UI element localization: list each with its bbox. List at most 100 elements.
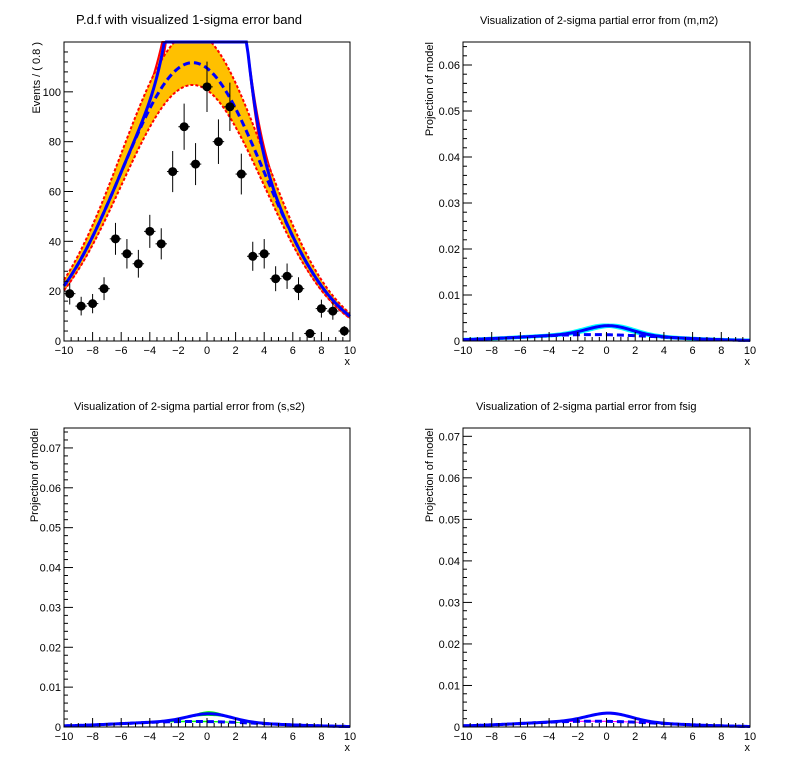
x-axis-ticks: −10 −8 −6 −4 −2 0 2 4 6 8 10 xyxy=(454,332,756,357)
x-tick-label: −2 xyxy=(172,345,185,357)
y-tick-label: 0.06 xyxy=(40,483,61,495)
panel-title: Visualization of 2-sigma partial error f… xyxy=(476,401,697,413)
x-tick-label: 8 xyxy=(318,345,324,357)
x-tick-label: 6 xyxy=(290,345,296,357)
y-axis-label: Projection of model xyxy=(424,428,436,522)
y-axis-label: Events / ( 0.8 ) xyxy=(31,42,43,114)
data-point-marker xyxy=(328,306,338,316)
x-tick-label: 8 xyxy=(318,731,324,743)
x-tick-label: −8 xyxy=(485,345,498,357)
data-point-marker xyxy=(294,284,304,294)
data-point xyxy=(109,222,122,255)
y-tick-label: 0.03 xyxy=(439,198,460,210)
data-point xyxy=(269,266,282,292)
x-tick-label: −6 xyxy=(514,345,527,357)
y-tick-label: 0.04 xyxy=(439,152,460,164)
panel-error-s-s2: Visualization of 2-sigma partial error f… xyxy=(29,401,356,754)
y-tick-label: 40 xyxy=(49,236,61,248)
x-axis-label: x xyxy=(745,356,751,368)
y-axis-ticks: 0 20 40 60 80 100 xyxy=(43,51,73,348)
y-tick-label: 0.05 xyxy=(40,523,61,535)
data-point-marker xyxy=(248,251,258,261)
data-point xyxy=(315,299,328,318)
data-point xyxy=(98,277,110,301)
x-axis-label: x xyxy=(345,356,351,368)
y-axis-label: Projection of model xyxy=(29,428,41,522)
x-tick-label: 4 xyxy=(661,345,667,357)
plot-frame xyxy=(462,41,751,342)
error-band-area xyxy=(64,42,350,319)
x-tick-label: −6 xyxy=(115,731,128,743)
x-tick-label: 10 xyxy=(344,731,356,743)
data-point-marker xyxy=(76,301,86,311)
x-tick-label: 10 xyxy=(744,731,756,743)
x-tick-label: −2 xyxy=(572,731,585,743)
x-tick-label: −10 xyxy=(454,731,473,743)
data-point-marker xyxy=(236,169,246,179)
data-points xyxy=(64,61,350,339)
y-tick-label: 0.01 xyxy=(40,682,61,694)
data-point-marker xyxy=(122,249,132,259)
y-tick-label: 0 xyxy=(454,336,460,348)
x-tick-label: 4 xyxy=(261,731,267,743)
panel-title: P.d.f with visualized 1-sigma error band xyxy=(76,12,302,27)
data-point xyxy=(166,151,179,193)
y-axis-ticks: 0 0.01 0.02 0.03 0.04 0.05 0.06 0.07 xyxy=(439,427,472,734)
panel-error-m-m2: Visualization of 2-sigma partial error f… xyxy=(424,15,756,368)
x-tick-label: 2 xyxy=(632,731,638,743)
data-point-marker xyxy=(88,299,98,309)
x-tick-label: −8 xyxy=(485,731,498,743)
x-tick-label: 0 xyxy=(204,345,210,357)
x-tick-label: −4 xyxy=(543,731,556,743)
data-point-marker xyxy=(202,82,212,92)
y-tick-label: 0 xyxy=(454,722,460,734)
x-axis-ticks: −10 −8 −6 −4 −2 0 2 4 6 8 10 xyxy=(454,718,756,743)
y-tick-label: 0.05 xyxy=(439,514,460,526)
y-tick-label: 60 xyxy=(49,187,61,199)
data-point-marker xyxy=(110,234,120,244)
x-tick-label: 4 xyxy=(261,345,267,357)
data-point-marker xyxy=(179,122,189,132)
y-tick-label: 0.05 xyxy=(439,106,460,118)
y-tick-label: 0.06 xyxy=(439,60,460,72)
data-point xyxy=(86,293,99,314)
data-point xyxy=(201,61,213,113)
y-axis-ticks: 0 0.01 0.02 0.03 0.04 0.05 0.06 0.07 xyxy=(40,431,73,734)
data-point-marker xyxy=(282,271,292,281)
data-point-marker xyxy=(133,259,143,269)
data-point xyxy=(304,329,316,339)
y-tick-label: 0.02 xyxy=(439,244,460,256)
data-point xyxy=(212,119,225,164)
panel-pdf-1sigma: P.d.f with visualized 1-sigma error band… xyxy=(31,12,356,368)
x-tick-label: 6 xyxy=(290,731,296,743)
y-axis-ticks: 0 0.01 0.02 0.03 0.04 0.05 0.06 xyxy=(439,46,472,348)
data-point-marker xyxy=(145,226,155,236)
x-tick-label: −10 xyxy=(55,731,74,743)
data-point xyxy=(281,263,293,289)
x-tick-label: −4 xyxy=(144,731,157,743)
x-tick-label: 10 xyxy=(744,345,756,357)
data-point-marker xyxy=(213,137,223,147)
data-point xyxy=(327,302,339,320)
data-point xyxy=(224,82,236,131)
y-tick-label: 100 xyxy=(43,87,61,99)
y-tick-label: 80 xyxy=(49,137,61,149)
panel-title: Visualization of 2-sigma partial error f… xyxy=(480,15,718,27)
x-tick-label: 2 xyxy=(632,345,638,357)
y-tick-label: 0.04 xyxy=(439,556,460,568)
data-point xyxy=(121,239,133,269)
data-point-marker xyxy=(99,284,109,294)
y-tick-label: 0.01 xyxy=(439,290,460,302)
panel-error-fsig: Visualization of 2-sigma partial error f… xyxy=(424,401,756,754)
data-point-marker xyxy=(316,304,326,314)
x-tick-label: −6 xyxy=(514,731,527,743)
x-axis-ticks: −10 −8 −6 −4 −2 0 2 4 6 8 10 xyxy=(55,332,356,357)
x-tick-label: −2 xyxy=(172,731,185,743)
x-tick-label: 2 xyxy=(233,345,239,357)
y-tick-label: 20 xyxy=(49,286,61,298)
plot-frame xyxy=(462,427,751,728)
y-axis-label: Projection of model xyxy=(424,42,436,136)
x-tick-label: 6 xyxy=(690,731,696,743)
plot-frame xyxy=(63,427,351,728)
y-tick-label: 0.01 xyxy=(439,680,460,692)
